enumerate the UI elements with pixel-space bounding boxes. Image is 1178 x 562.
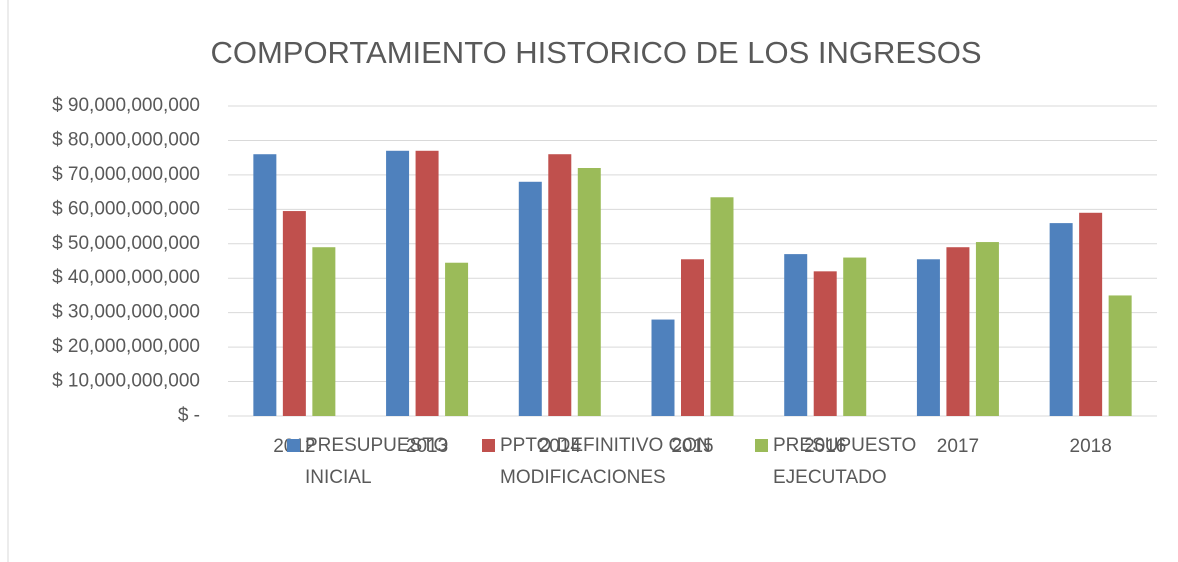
x-tick-label: 2013 bbox=[406, 436, 448, 457]
y-tick-label: $ 40,000,000,000 bbox=[52, 267, 200, 288]
legend-label: PPTO DEFINITIVO CON MODIFICACIONES bbox=[500, 435, 711, 488]
bar bbox=[1108, 295, 1132, 416]
legend: PRESUPUESTO INICIAL PPTO DEFINITIVO CON M… bbox=[0, 430, 1178, 560]
bar bbox=[518, 181, 542, 416]
legend-swatch bbox=[482, 439, 495, 452]
y-tick-label: $ 60,000,000,000 bbox=[52, 198, 200, 219]
bar bbox=[651, 319, 675, 416]
y-tick-label: $ 20,000,000,000 bbox=[52, 336, 200, 357]
bar bbox=[282, 211, 306, 416]
bar bbox=[784, 254, 808, 416]
y-tick-label: $ 10,000,000,000 bbox=[52, 371, 200, 392]
x-tick-label: 2018 bbox=[1070, 436, 1112, 457]
bar bbox=[813, 271, 837, 416]
bar bbox=[577, 168, 601, 416]
bar bbox=[386, 150, 410, 416]
legend-label: PRESUPUESTO INICIAL bbox=[305, 435, 449, 488]
legend-item: PRESUPUESTO INICIAL bbox=[287, 430, 457, 494]
bar bbox=[415, 150, 439, 416]
bar bbox=[1049, 223, 1073, 416]
legend-swatch bbox=[287, 439, 300, 452]
bar bbox=[843, 257, 867, 416]
y-tick-label: $ - bbox=[178, 405, 200, 426]
bar bbox=[946, 247, 970, 416]
bar bbox=[445, 262, 469, 416]
x-tick-label: 2017 bbox=[937, 436, 979, 457]
bar bbox=[975, 242, 999, 416]
legend-item: PPTO DEFINITIVO CON MODIFICACIONES bbox=[482, 430, 732, 494]
bar bbox=[710, 197, 734, 416]
x-tick-label: 2014 bbox=[539, 436, 582, 457]
bar bbox=[312, 247, 336, 416]
legend-swatch bbox=[755, 439, 768, 452]
bar bbox=[916, 259, 940, 416]
chart-border bbox=[7, 0, 9, 562]
bar bbox=[681, 259, 704, 416]
chart-title: COMPORTAMIENTO HISTORICO DE LOS INGRESOS bbox=[210, 35, 981, 70]
x-tick-label: 2015 bbox=[671, 436, 713, 457]
legend-label: PRESUPUESTO EJECUTADO bbox=[773, 435, 917, 488]
y-tick-label: $ 50,000,000,000 bbox=[52, 233, 200, 254]
x-tick-label: 2016 bbox=[804, 436, 846, 457]
y-tick-label: $ 70,000,000,000 bbox=[52, 164, 200, 185]
y-tick-label: $ 90,000,000,000 bbox=[52, 95, 200, 116]
bar bbox=[548, 154, 572, 416]
bar bbox=[253, 154, 277, 416]
legend-item: PRESUPUESTO EJECUTADO bbox=[755, 430, 925, 494]
y-tick-label: $ 80,000,000,000 bbox=[52, 129, 200, 150]
y-tick-label: $ 30,000,000,000 bbox=[52, 302, 200, 323]
bar bbox=[1079, 212, 1103, 416]
